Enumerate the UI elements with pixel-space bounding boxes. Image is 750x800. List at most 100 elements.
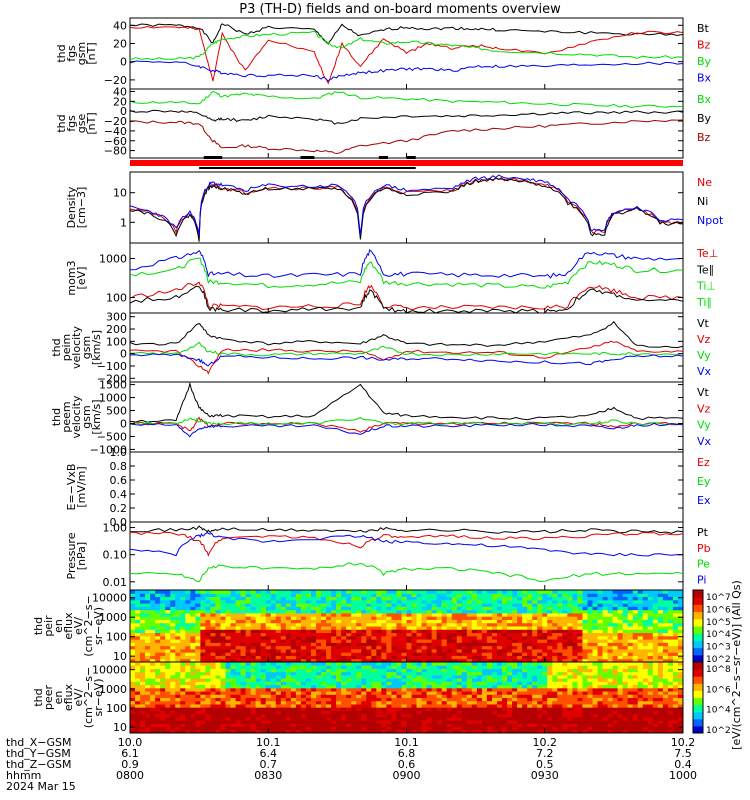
spectrogram-cell [210,606,216,611]
spectrogram-cell [165,612,171,617]
spectrogram-cell [502,639,508,643]
spectrogram-cell [361,622,367,627]
spectrogram-cell [321,694,327,698]
spectrogram-cell [331,626,337,630]
spectrogram-cell [270,697,277,702]
spectrogram-cell [225,652,232,656]
spectrogram-cell [140,642,146,647]
spectrogram-cell [366,593,372,598]
spectrogram-cell [331,629,337,634]
spectrogram-cell [391,707,397,711]
spectrogram-cell [260,674,267,679]
spectrogram-cell [275,629,282,634]
spectrogram-cell [200,645,206,650]
spectrogram-cell [507,716,513,721]
spectrogram-cell [210,710,216,715]
spectrogram-cell [647,694,654,698]
spectrogram-cell [265,697,272,702]
spectrogram-cell [180,678,186,682]
spectrogram-cell [175,629,181,634]
spectrogram-cell [316,593,322,598]
spectrogram-cell [456,612,463,617]
spectrogram-cell [481,642,488,647]
spectrogram-cell [396,632,402,637]
spectrogram-cell [210,720,216,724]
spectrogram-cell [552,632,558,637]
spectrogram-cell [481,681,488,686]
spectrogram-cell [517,622,523,627]
spectrogram-cell [396,691,402,695]
spectrogram-cell [386,723,392,728]
spectrogram-cell [255,606,262,611]
spectrogram-cell [667,635,674,640]
spectrogram-cell [406,720,413,724]
spectrogram-cell [285,652,292,656]
spectrogram-cell [476,665,483,669]
spectrogram-cell [391,684,397,689]
spectrogram-cell [346,700,352,705]
spectrogram-cell [667,612,674,617]
spectrogram-cell [486,665,493,669]
spectrogram-cell [446,632,453,637]
spectrogram-cell [205,691,211,695]
spectrogram-cell [512,622,518,627]
spectrogram-cell [456,703,463,708]
spectrogram-cell [657,622,664,627]
spectrogram-cell [572,616,578,620]
spectrogram-cell [552,642,558,647]
spectrogram-cell [326,681,332,686]
spectrogram-cell [401,609,407,614]
spectrogram-cell [451,662,458,666]
spectrogram-cell [662,626,669,630]
spectrogram-cell [230,720,237,724]
spectrogram-cell [220,590,227,594]
spectrogram-cell [587,590,594,594]
spectrogram-cell [617,665,624,669]
spectrogram-cell [371,593,377,598]
spectrogram-cell [135,694,141,698]
spectrogram-cell [270,645,277,650]
spectrogram-cell [290,622,297,627]
spectrogram-cell [270,662,277,666]
spectrogram-cell [491,687,498,692]
spectrogram-cell [451,642,458,647]
spectrogram-cell [195,642,201,647]
spectrogram-cell [295,619,302,624]
spectrogram-cell [140,648,146,653]
spectrogram-cell [491,642,498,647]
spectrogram-cell [436,652,443,656]
spectrogram-cell [225,671,232,676]
spectrogram-cell [285,626,292,630]
spectrogram-cell [265,619,272,624]
spectrogram-cell [140,596,146,601]
spectrogram-cell [310,609,317,614]
spectrogram-cell [401,599,407,604]
spectrogram-cell [652,596,659,601]
spectrogram-cell [351,648,357,653]
spectrogram-cell [557,635,563,640]
spectrogram-cell [496,662,503,666]
spectrogram-cell [557,694,563,698]
spectrogram-cell [225,603,232,607]
spectrogram-cell [667,622,674,627]
spectrogram-cell [305,674,312,679]
spectrogram-cell [667,599,674,604]
spectrogram-cell [557,720,563,724]
spectrogram-cell [200,632,206,637]
spectrogram-cell [205,599,211,604]
spectrogram-cell [587,593,594,598]
spectrogram-cell [572,665,578,669]
y-label-line: fgs [65,45,78,62]
spectrogram-cell [175,674,181,679]
spectrogram-cell [250,590,257,594]
spectrogram-cell [627,639,634,643]
spectrogram-cell [290,687,297,692]
spectrogram-cell [522,596,528,601]
spectrogram-cell [331,599,337,604]
spectrogram-cell [386,616,392,620]
spectrogram-cell [396,716,402,721]
spectrogram-cell [175,726,181,731]
spectrogram-cell [260,720,267,724]
spectrogram-cell [577,716,583,721]
